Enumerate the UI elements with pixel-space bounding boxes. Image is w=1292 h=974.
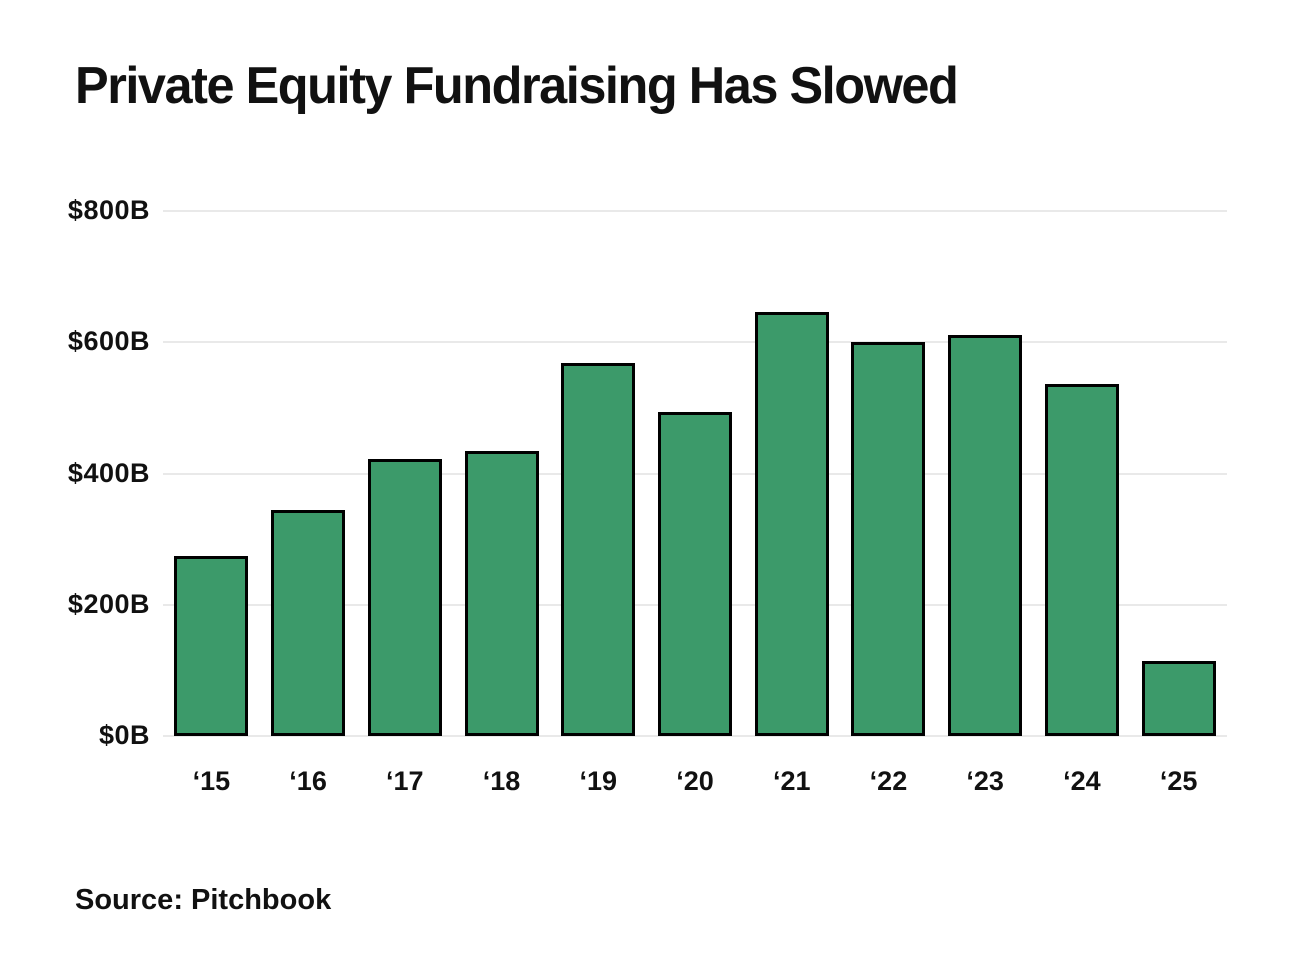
bar-17 (367, 459, 442, 736)
x-axis-tick-label: ‘19 (579, 766, 618, 796)
bar-25 (1141, 661, 1216, 736)
y-axis-tick-label: $600B (67, 326, 150, 357)
x-axis-tick-label: ‘21 (772, 766, 811, 796)
bar-20 (658, 412, 732, 736)
x-axis-tick-label: ‘24 (1063, 766, 1101, 796)
bar-15 (174, 556, 249, 736)
bar-16 (271, 509, 346, 736)
x-axis-tick-label: ‘16 (289, 766, 327, 796)
bar-23 (948, 335, 1023, 736)
x-axis-tick-label: ‘17 (386, 766, 424, 796)
x-axis-tick-label: ‘18 (482, 766, 521, 796)
y-axis-tick-label: $200B (67, 588, 150, 619)
y-axis-tick-label: $800B (67, 195, 150, 225)
bar-21 (754, 312, 829, 736)
x-axis-tick-label: ‘15 (192, 766, 231, 796)
bar-18 (464, 450, 539, 736)
page-title: Private Equity Fundraising Has Slowed (75, 57, 959, 115)
bar-24 (1044, 384, 1119, 736)
x-axis-tick-label: ‘20 (676, 766, 714, 796)
x-axis-tick-label: ‘22 (869, 766, 908, 796)
gridline-0 (163, 735, 1227, 737)
bar-22 (851, 341, 926, 736)
y-axis-tick-label: $400B (67, 457, 150, 488)
x-axis-tick-label: ‘23 (966, 766, 1004, 796)
gridline-800 (163, 210, 1227, 212)
source-label: Source: Pitchbook (75, 884, 332, 916)
bar-19 (561, 362, 636, 736)
x-axis-tick-label: ‘25 (1159, 766, 1198, 796)
y-axis-tick-label: $0B (98, 720, 150, 750)
gridline-600 (163, 341, 1227, 344)
